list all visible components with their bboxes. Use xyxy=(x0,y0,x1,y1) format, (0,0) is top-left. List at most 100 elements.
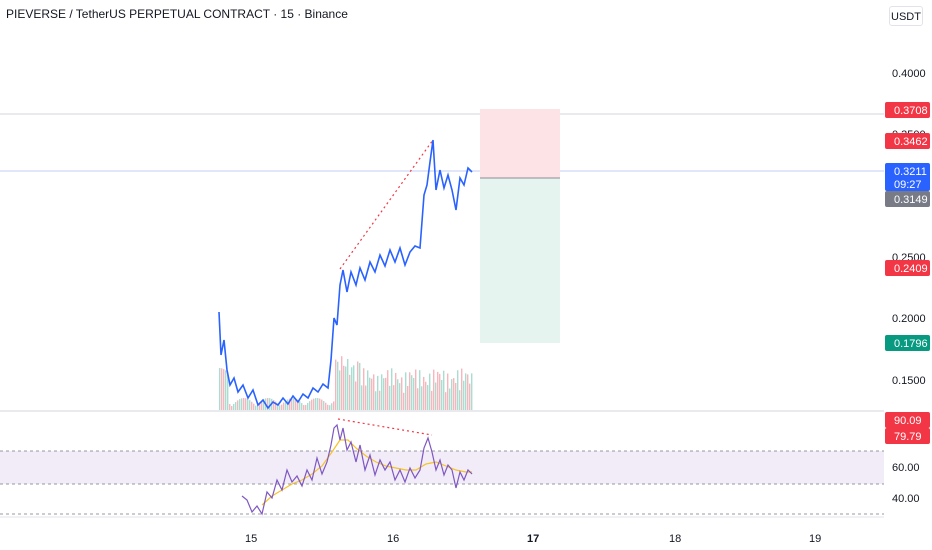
volume-bar xyxy=(233,403,235,410)
rsi-value-tag xyxy=(885,412,930,428)
last-price-tag xyxy=(885,163,930,191)
rsi-divergence-line xyxy=(337,418,433,436)
target-price-label: 0.1796 xyxy=(894,338,928,350)
volume-bar xyxy=(357,361,359,410)
volume-bar xyxy=(269,398,271,410)
take-profit-zone[interactable] xyxy=(480,178,560,343)
volume-bar xyxy=(351,367,353,410)
time-label: 18 xyxy=(669,533,681,545)
volume-bar xyxy=(339,370,341,410)
volume-bar xyxy=(343,365,345,410)
volume-bar xyxy=(245,398,247,410)
volume-bar xyxy=(243,398,245,410)
volume-bar xyxy=(441,379,443,410)
volume-bar xyxy=(413,377,415,410)
high-price-label: 0.3462 xyxy=(894,136,928,148)
volume-bar xyxy=(369,377,371,410)
volume-bar xyxy=(363,368,365,410)
volume-bar xyxy=(431,390,433,410)
volume-bar xyxy=(317,398,319,410)
volume-bar xyxy=(329,405,331,410)
volume-bar xyxy=(395,372,397,410)
rsi-tick: 40.00 xyxy=(892,493,920,505)
volume-bar xyxy=(227,372,229,410)
volume-bar xyxy=(341,356,343,410)
volume-bar xyxy=(461,368,463,410)
volume-bar xyxy=(301,403,303,410)
volume-bar xyxy=(311,399,313,410)
volume-bar xyxy=(319,398,321,410)
rsi-ma-label: 79.79 xyxy=(894,431,922,443)
time-label: 15 xyxy=(245,533,257,545)
volume-bar xyxy=(417,388,419,410)
price-tick: 0.1500 xyxy=(892,375,926,387)
volume-bar xyxy=(315,398,317,410)
volume-bar xyxy=(371,378,373,410)
volume-bar xyxy=(393,385,395,410)
volume-bar xyxy=(385,377,387,410)
volume-bar xyxy=(313,398,315,410)
volume-bar xyxy=(259,402,261,410)
volume-bar xyxy=(429,373,431,410)
stop-loss-zone[interactable] xyxy=(480,109,560,178)
volume-bar xyxy=(379,390,381,410)
volume-bar xyxy=(267,398,269,410)
volume-bar xyxy=(241,398,243,410)
volume-bar xyxy=(355,381,357,410)
rsi-value-label: 90.09 xyxy=(894,415,922,427)
volume-bar xyxy=(257,404,259,410)
volume-bar xyxy=(457,370,459,410)
stop-price-label: 0.3708 xyxy=(894,105,928,117)
time-label: 16 xyxy=(387,533,399,545)
volume-bar xyxy=(443,370,445,410)
volume-bar xyxy=(407,385,409,410)
volume-bar xyxy=(465,373,467,410)
volume-bar xyxy=(419,370,421,410)
volume-bar xyxy=(219,368,221,410)
volume-bar xyxy=(277,403,279,410)
volume-bar xyxy=(349,374,351,410)
volume-bar xyxy=(273,399,275,410)
volume-bar xyxy=(439,373,441,410)
volume-bar xyxy=(377,375,379,410)
volume-bar xyxy=(261,400,263,410)
volume-bar xyxy=(345,366,347,410)
volume-bar xyxy=(391,368,393,410)
volume-bar xyxy=(365,385,367,410)
countdown-label: 09:27 xyxy=(894,179,922,191)
rsi-moving-average xyxy=(261,439,472,506)
volume-bar xyxy=(425,381,427,410)
volume-bar xyxy=(337,361,339,410)
chart-title: PIEVERSE / TetherUS PERPETUAL CONTRACT ·… xyxy=(6,7,348,21)
last-price-label: 0.3211 xyxy=(894,166,927,178)
volume-bar xyxy=(309,401,311,410)
volume-bar xyxy=(225,370,227,410)
marker-price-tag xyxy=(885,260,930,276)
volume-bar xyxy=(361,385,363,410)
volume-bar xyxy=(263,399,265,410)
volume-bar xyxy=(293,398,295,410)
volume-bar xyxy=(223,369,225,410)
currency-button[interactable]: USDT xyxy=(889,6,923,26)
volume-bar xyxy=(221,368,223,410)
volume-bar xyxy=(469,383,471,410)
volume-bar xyxy=(235,402,237,410)
entry-price-tag xyxy=(885,191,930,207)
volume-bar xyxy=(279,405,281,410)
volume-bar xyxy=(289,398,291,410)
target-price-tag xyxy=(885,335,930,351)
time-label: 19 xyxy=(809,533,821,545)
volume-bar xyxy=(305,404,307,410)
volume-bar xyxy=(411,375,413,410)
volume-bar xyxy=(285,400,287,410)
volume-bar xyxy=(353,365,355,410)
volume-bar xyxy=(359,362,361,410)
volume-bar xyxy=(403,392,405,410)
volume-bar xyxy=(229,403,231,410)
volume-bar xyxy=(451,379,453,410)
price-tick: 0.4000 xyxy=(892,68,926,80)
volume-bar xyxy=(383,378,385,410)
rsi-line xyxy=(241,423,473,516)
volume-bar xyxy=(307,402,309,410)
